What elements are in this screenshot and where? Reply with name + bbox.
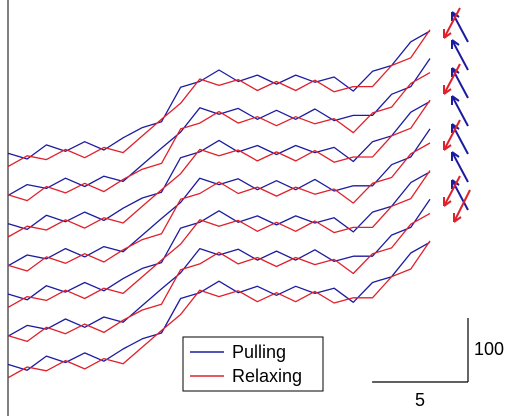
trace: [7, 240, 431, 379]
scale-bars: 5 100: [372, 318, 504, 410]
y-scale-label: 100: [474, 339, 504, 359]
direction-arrows: [443, 7, 471, 223]
traces: [7, 29, 431, 379]
trace: [7, 58, 431, 196]
trace: [7, 128, 431, 267]
trace: [7, 198, 431, 337]
pulling-arrows: [451, 11, 469, 211]
trace: [7, 212, 431, 343]
trace: [7, 142, 431, 272]
trace: [7, 30, 431, 160]
relaxing-arrows: [443, 7, 471, 223]
trace: [7, 100, 431, 231]
legend-box: [182, 336, 324, 392]
trace: [7, 241, 431, 371]
x-scale-label: 5: [415, 390, 425, 410]
legend: Pulling Relaxing: [190, 342, 302, 386]
trace: [7, 170, 431, 308]
legend-label: Relaxing: [232, 366, 302, 386]
trace: [7, 72, 431, 202]
legend-label: Pulling: [232, 342, 286, 362]
trace: [7, 29, 431, 168]
trace: [7, 171, 431, 301]
trace: [7, 99, 431, 238]
